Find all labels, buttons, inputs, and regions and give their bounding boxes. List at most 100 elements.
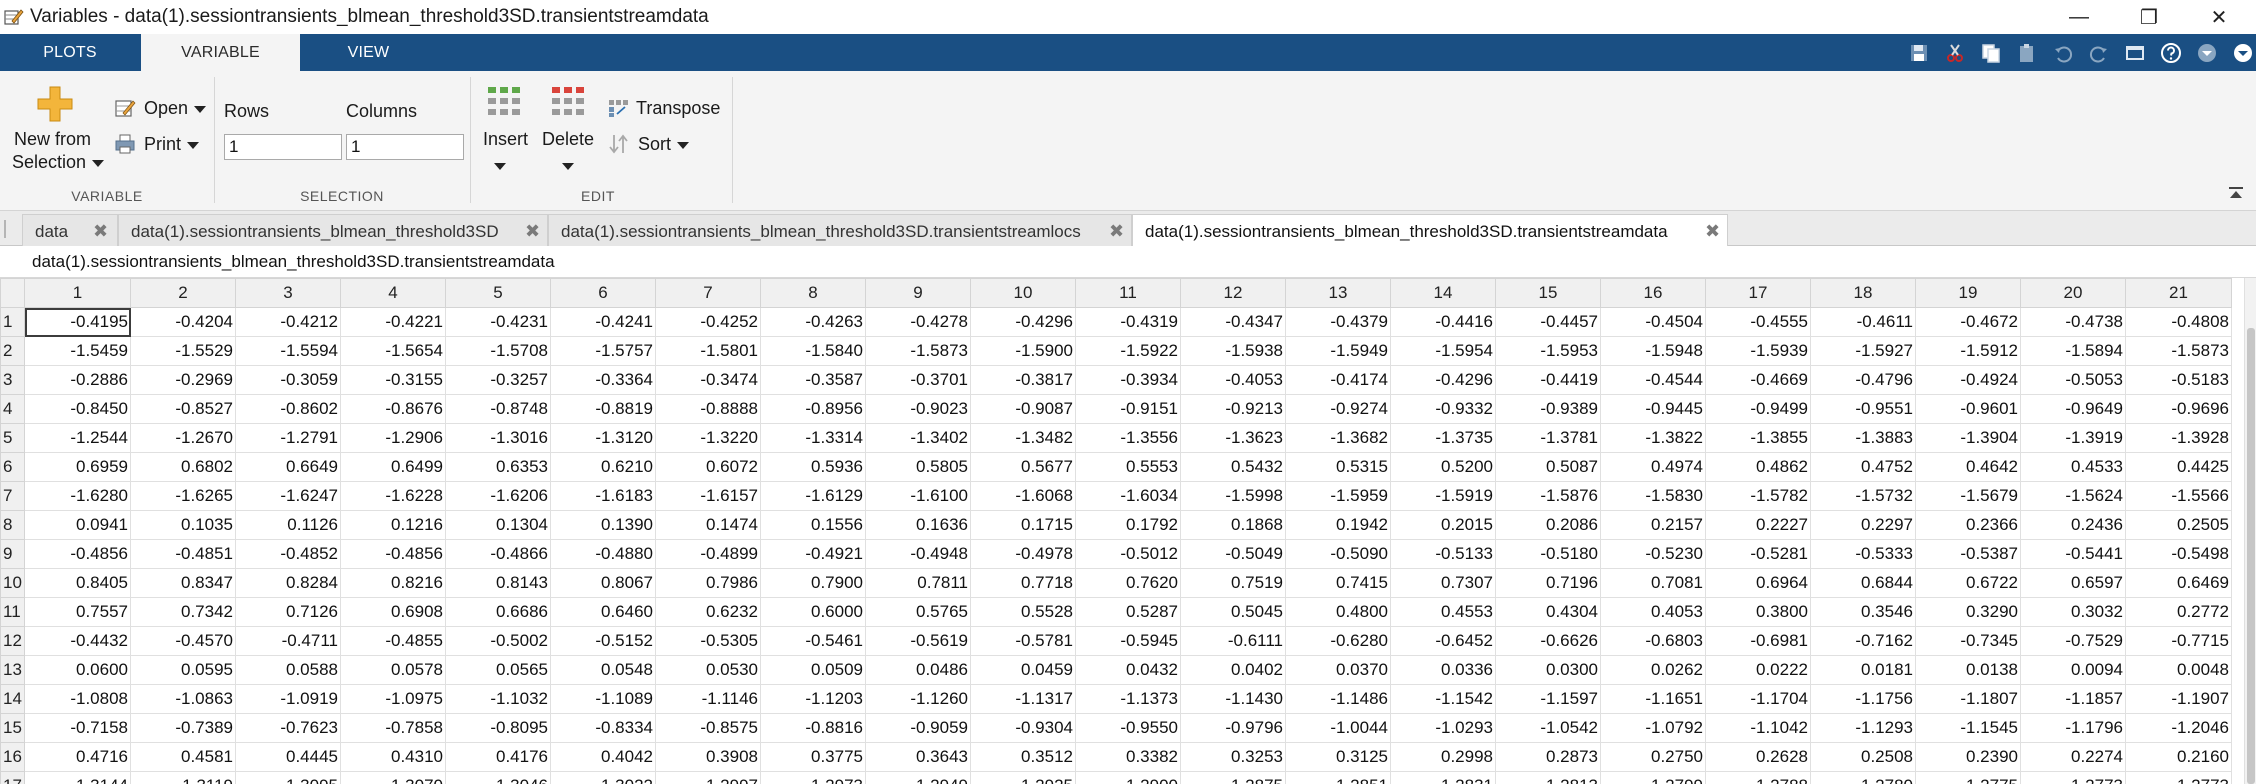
table-cell[interactable]: 1.2799 bbox=[1600, 771, 1706, 784]
table-cell[interactable]: -0.4347 bbox=[1180, 307, 1286, 337]
table-cell[interactable]: -0.8602 bbox=[235, 394, 341, 424]
table-cell[interactable]: -1.3904 bbox=[1915, 423, 2021, 453]
row-header[interactable]: 14 bbox=[0, 684, 25, 714]
doc-tab-threshold3sd[interactable]: data(1).sessiontransients_blmean_thresho… bbox=[118, 214, 548, 246]
table-cell[interactable]: -1.5708 bbox=[445, 336, 551, 366]
table-cell[interactable]: 0.4425 bbox=[2125, 452, 2232, 482]
table-cell[interactable]: -0.4432 bbox=[24, 626, 131, 656]
table-cell[interactable]: 1.2973 bbox=[760, 771, 866, 784]
table-cell[interactable]: -0.7715 bbox=[2125, 626, 2232, 656]
table-cell[interactable]: 1.3046 bbox=[445, 771, 551, 784]
table-cell[interactable]: -0.4856 bbox=[340, 539, 446, 569]
table-cell[interactable]: 0.6722 bbox=[1915, 568, 2021, 598]
table-cell[interactable]: -0.4924 bbox=[1915, 365, 2021, 395]
table-cell[interactable]: 0.4862 bbox=[1705, 452, 1811, 482]
table-cell[interactable]: 0.2015 bbox=[1390, 510, 1496, 540]
table-cell[interactable]: 0.6353 bbox=[445, 452, 551, 482]
table-cell[interactable]: 1.2780 bbox=[1810, 771, 1916, 784]
table-cell[interactable]: -0.5441 bbox=[2020, 539, 2126, 569]
row-header[interactable]: 6 bbox=[0, 452, 25, 482]
table-cell[interactable]: -1.6100 bbox=[865, 481, 971, 511]
table-cell[interactable]: 1.2813 bbox=[1495, 771, 1601, 784]
table-cell[interactable]: -0.4053 bbox=[1180, 365, 1286, 395]
table-cell[interactable]: 0.0941 bbox=[24, 510, 131, 540]
table-cell[interactable]: -0.5281 bbox=[1705, 539, 1811, 569]
table-cell[interactable]: 0.0370 bbox=[1285, 655, 1391, 685]
column-header[interactable]: 10 bbox=[970, 278, 1076, 308]
table-cell[interactable]: 0.2436 bbox=[2020, 510, 2126, 540]
table-cell[interactable]: -0.5183 bbox=[2125, 365, 2232, 395]
table-cell[interactable]: -1.0863 bbox=[130, 684, 236, 714]
table-cell[interactable]: -0.5180 bbox=[1495, 539, 1601, 569]
table-cell[interactable]: 0.0336 bbox=[1390, 655, 1496, 685]
table-cell[interactable]: 0.1792 bbox=[1075, 510, 1181, 540]
table-cell[interactable]: -0.8334 bbox=[550, 713, 656, 743]
table-cell[interactable]: 1.2775 bbox=[1915, 771, 2021, 784]
table-cell[interactable]: -1.5949 bbox=[1285, 336, 1391, 366]
table-cell[interactable]: 0.7415 bbox=[1285, 568, 1391, 598]
column-header[interactable]: 2 bbox=[130, 278, 236, 308]
table-cell[interactable]: 0.2160 bbox=[2125, 742, 2232, 772]
table-cell[interactable]: 0.0548 bbox=[550, 655, 656, 685]
table-cell[interactable]: -0.4174 bbox=[1285, 365, 1391, 395]
table-cell[interactable]: 0.5805 bbox=[865, 452, 971, 482]
table-cell[interactable]: 0.0048 bbox=[2125, 655, 2232, 685]
table-cell[interactable]: -0.9550 bbox=[1075, 713, 1181, 743]
table-cell[interactable]: -0.4231 bbox=[445, 307, 551, 337]
table-cell[interactable]: 0.2390 bbox=[1915, 742, 2021, 772]
table-cell[interactable]: -0.9499 bbox=[1705, 394, 1811, 424]
table-cell[interactable]: 0.5677 bbox=[970, 452, 1076, 482]
table-cell[interactable]: -0.3817 bbox=[970, 365, 1076, 395]
table-cell[interactable]: -1.0293 bbox=[1390, 713, 1496, 743]
table-cell[interactable]: 0.7900 bbox=[760, 568, 866, 598]
table-cell[interactable]: -0.8816 bbox=[760, 713, 866, 743]
table-cell[interactable]: 0.3908 bbox=[655, 742, 761, 772]
table-cell[interactable]: 0.4642 bbox=[1915, 452, 2021, 482]
column-header[interactable]: 13 bbox=[1285, 278, 1391, 308]
table-cell[interactable]: -1.5757 bbox=[550, 336, 656, 366]
table-cell[interactable]: -1.2046 bbox=[2125, 713, 2232, 743]
table-cell[interactable]: -0.4204 bbox=[130, 307, 236, 337]
minimize-button[interactable]: — bbox=[2044, 0, 2114, 34]
table-cell[interactable]: -1.5654 bbox=[340, 336, 446, 366]
switch-windows-button[interactable] bbox=[2122, 40, 2148, 66]
table-cell[interactable]: -0.3587 bbox=[760, 365, 866, 395]
table-cell[interactable]: 0.3512 bbox=[970, 742, 1076, 772]
table-cell[interactable]: 0.2227 bbox=[1705, 510, 1811, 540]
columns-input[interactable] bbox=[346, 134, 464, 160]
table-cell[interactable]: -1.6228 bbox=[340, 481, 446, 511]
row-header[interactable]: 9 bbox=[0, 539, 25, 569]
table-cell[interactable]: 0.3032 bbox=[2020, 597, 2126, 627]
table-cell[interactable]: 0.6802 bbox=[130, 452, 236, 482]
table-cell[interactable]: 0.3290 bbox=[1915, 597, 2021, 627]
table-cell[interactable]: -1.6280 bbox=[24, 481, 131, 511]
table-cell[interactable]: -0.7858 bbox=[340, 713, 446, 743]
table-cell[interactable]: -0.4921 bbox=[760, 539, 866, 569]
table-cell[interactable]: 0.4716 bbox=[24, 742, 131, 772]
table-cell[interactable]: -1.1146 bbox=[655, 684, 761, 714]
table-cell[interactable]: -0.4319 bbox=[1075, 307, 1181, 337]
table-cell[interactable]: -0.9274 bbox=[1285, 394, 1391, 424]
table-cell[interactable]: 0.1474 bbox=[655, 510, 761, 540]
table-cell[interactable]: -0.5461 bbox=[760, 626, 866, 656]
table-cell[interactable]: -1.6183 bbox=[550, 481, 656, 511]
tab-view[interactable]: VIEW bbox=[347, 43, 390, 61]
table-cell[interactable]: 0.4042 bbox=[550, 742, 656, 772]
column-header[interactable]: 11 bbox=[1075, 278, 1181, 308]
table-cell[interactable]: 0.0402 bbox=[1180, 655, 1286, 685]
table-cell[interactable]: 0.5528 bbox=[970, 597, 1076, 627]
table-cell[interactable]: -1.1907 bbox=[2125, 684, 2232, 714]
table-cell[interactable]: -0.4221 bbox=[340, 307, 446, 337]
table-cell[interactable]: -0.4738 bbox=[2020, 307, 2126, 337]
table-cell[interactable]: 0.6597 bbox=[2020, 568, 2126, 598]
table-cell[interactable]: -1.1545 bbox=[1915, 713, 2021, 743]
table-cell[interactable]: 0.2750 bbox=[1600, 742, 1706, 772]
table-cell[interactable]: -1.6034 bbox=[1075, 481, 1181, 511]
table-cell[interactable]: 0.3546 bbox=[1810, 597, 1916, 627]
table-cell[interactable]: -0.4796 bbox=[1810, 365, 1916, 395]
table-cell[interactable]: 0.2998 bbox=[1390, 742, 1496, 772]
table-cell[interactable]: 0.4304 bbox=[1495, 597, 1601, 627]
table-cell[interactable]: -1.3220 bbox=[655, 423, 761, 453]
table-cell[interactable]: 0.0432 bbox=[1075, 655, 1181, 685]
